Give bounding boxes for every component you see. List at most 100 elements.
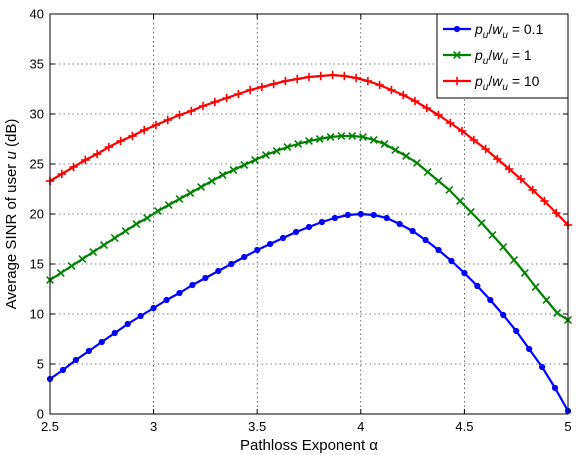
series-2-point [510, 256, 519, 264]
series-2-point [99, 241, 108, 249]
series-3-point [198, 101, 208, 111]
series-3-point [410, 96, 420, 106]
series-2-point [369, 136, 378, 144]
series-1-point [539, 363, 546, 371]
series-3-point [281, 76, 290, 86]
series-2-point [261, 151, 270, 159]
legend-swatch-marker [453, 25, 461, 33]
series-2-point [110, 234, 119, 242]
series-2-point [143, 214, 152, 222]
series-3-point [375, 80, 384, 90]
series-1-point [163, 296, 170, 304]
series-2-point [67, 262, 76, 270]
series-1-point [150, 304, 157, 312]
series-2-point [175, 195, 184, 203]
series-3-point [422, 103, 431, 113]
series-1-point [474, 282, 481, 290]
series-2-point [402, 152, 411, 160]
series-1-point [409, 227, 416, 235]
legend-swatch-marker [452, 76, 462, 86]
series-3-point [293, 74, 302, 84]
series-3-point [540, 196, 549, 206]
series-3-point [493, 154, 502, 164]
legend-label: pu/wu = 0.1 [474, 21, 544, 41]
series-2-point [337, 132, 346, 140]
series-3-point [69, 162, 78, 172]
series-1-point [267, 240, 274, 248]
series-1-point [254, 246, 261, 254]
series-layer [45, 70, 573, 415]
series-3-point [469, 135, 479, 145]
series-2 [46, 132, 572, 324]
series-2-point [56, 269, 65, 277]
x-tick-label: 5 [564, 419, 571, 434]
series-3-point [104, 142, 114, 152]
series-3-point [257, 82, 267, 92]
series-1-point [396, 220, 403, 228]
series-2-point [445, 186, 454, 194]
series-1-point [357, 210, 364, 218]
series-2-point [412, 159, 421, 167]
series-3-point [92, 149, 102, 159]
series-2-point [456, 197, 465, 205]
series-3-point [504, 164, 514, 174]
series-2-point [153, 207, 162, 215]
series-1-point [215, 267, 222, 275]
series-2-point [315, 135, 324, 143]
legend-label: pu/wu = 10 [474, 73, 540, 93]
series-3-point [328, 70, 337, 80]
series-3-point [151, 120, 161, 130]
series-1-point [383, 214, 390, 222]
series-3-point [163, 115, 172, 125]
series-3-point [351, 73, 361, 83]
series-2-point [423, 168, 432, 176]
legend-item: pu/wu = 1 [443, 47, 532, 67]
series-3-point [516, 174, 526, 184]
series-1-point [344, 211, 351, 219]
series-3-point [398, 90, 408, 100]
series-2-point [326, 133, 335, 141]
series-1-point [98, 338, 105, 346]
y-tick-label: 20 [30, 207, 44, 222]
series-2-point [520, 269, 529, 277]
series-1-point [111, 329, 118, 337]
y-tick-label: 10 [30, 307, 44, 322]
series-2-point [229, 166, 238, 174]
series-2-point [477, 219, 486, 227]
series-2-point [89, 248, 98, 256]
series-2-point [283, 143, 292, 151]
series-3-point [387, 85, 396, 95]
series-2-point [218, 171, 227, 179]
series-3-point [481, 144, 490, 154]
series-2-point [207, 177, 216, 185]
x-tick-label: 4 [357, 419, 364, 434]
series-3-point [175, 110, 184, 120]
series-3-point [316, 71, 325, 81]
series-3-point [139, 125, 149, 135]
series-1-point [280, 234, 287, 242]
series-3-point [457, 126, 467, 136]
series-3-point [552, 208, 561, 218]
grid-lines [50, 14, 568, 414]
series-3-point [57, 169, 66, 179]
series-2-point [197, 183, 206, 191]
series-1-point [500, 311, 507, 319]
axis-ticks: 2.5 3 3.5 4 4.5 5 0 5 10 15 20 25 30 35 40 [30, 7, 572, 435]
y-tick-label: 0 [37, 407, 44, 422]
series-1-point [513, 327, 520, 335]
series-1-point [85, 347, 92, 355]
series-3-point [234, 89, 243, 99]
series-2-point [466, 208, 475, 216]
x-tick-label: 4.5 [455, 419, 473, 434]
y-tick-label: 5 [37, 357, 44, 372]
series-1 [46, 210, 572, 415]
series-3-point [128, 131, 137, 141]
legend-swatch-marker [453, 51, 461, 59]
series-1-point [435, 246, 442, 254]
series-1-point [189, 281, 196, 289]
series-2-point [78, 255, 87, 263]
series-1-point [176, 289, 183, 297]
series-1-point [72, 356, 80, 364]
series-2-point [305, 137, 313, 145]
